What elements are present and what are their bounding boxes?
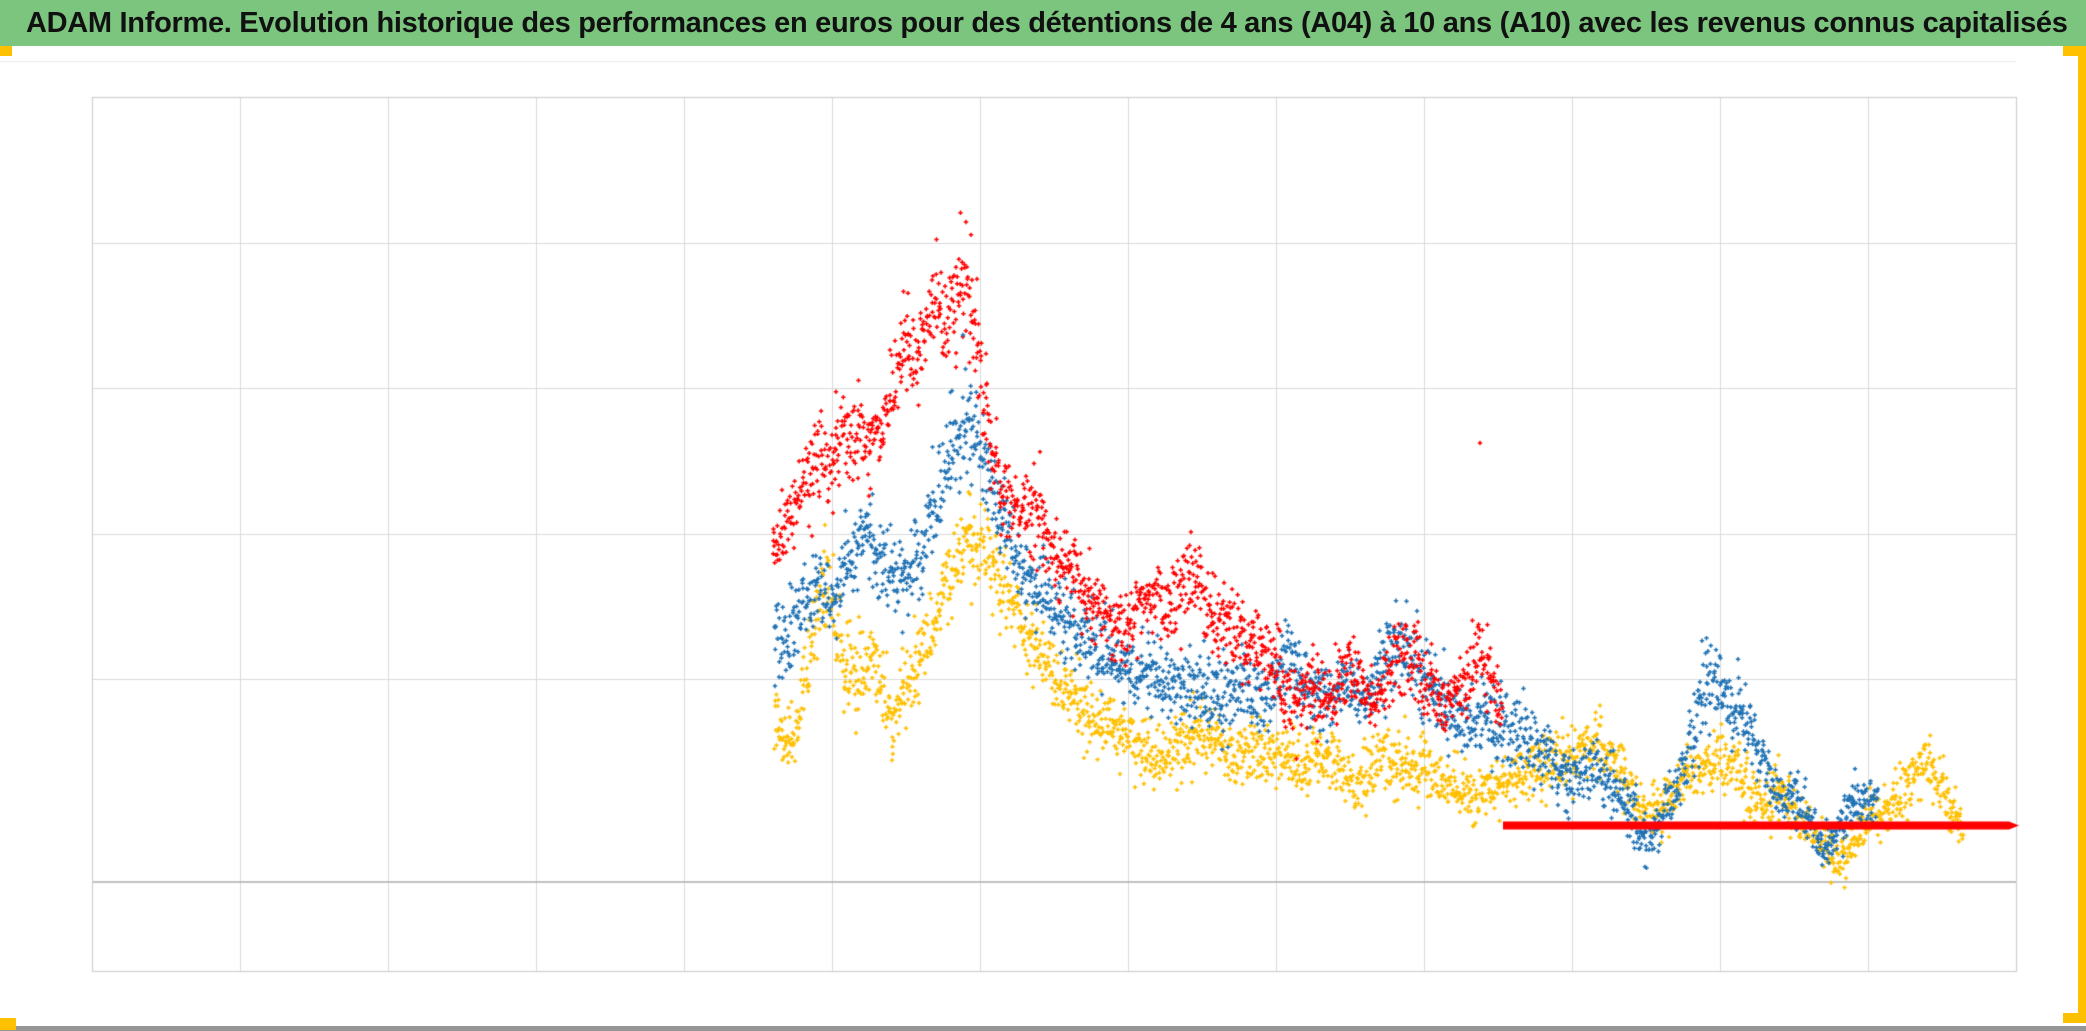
- title-text: ADAM Informe. Evolution historique des p…: [26, 6, 2068, 39]
- accent-top-right-bracket: [2063, 46, 2086, 56]
- title-banner: ADAM Informe. Evolution historique des p…: [0, 0, 2086, 46]
- accent-top-left-chip: [0, 46, 12, 56]
- chart-area[interactable]: [92, 97, 2016, 971]
- accent-bottom-left-chip: [0, 1018, 16, 1030]
- accent-bottom-right-bracket: [2063, 1013, 2086, 1023]
- bottom-gray-bar: [0, 1026, 2086, 1031]
- accent-right-strip: [2078, 46, 2086, 1023]
